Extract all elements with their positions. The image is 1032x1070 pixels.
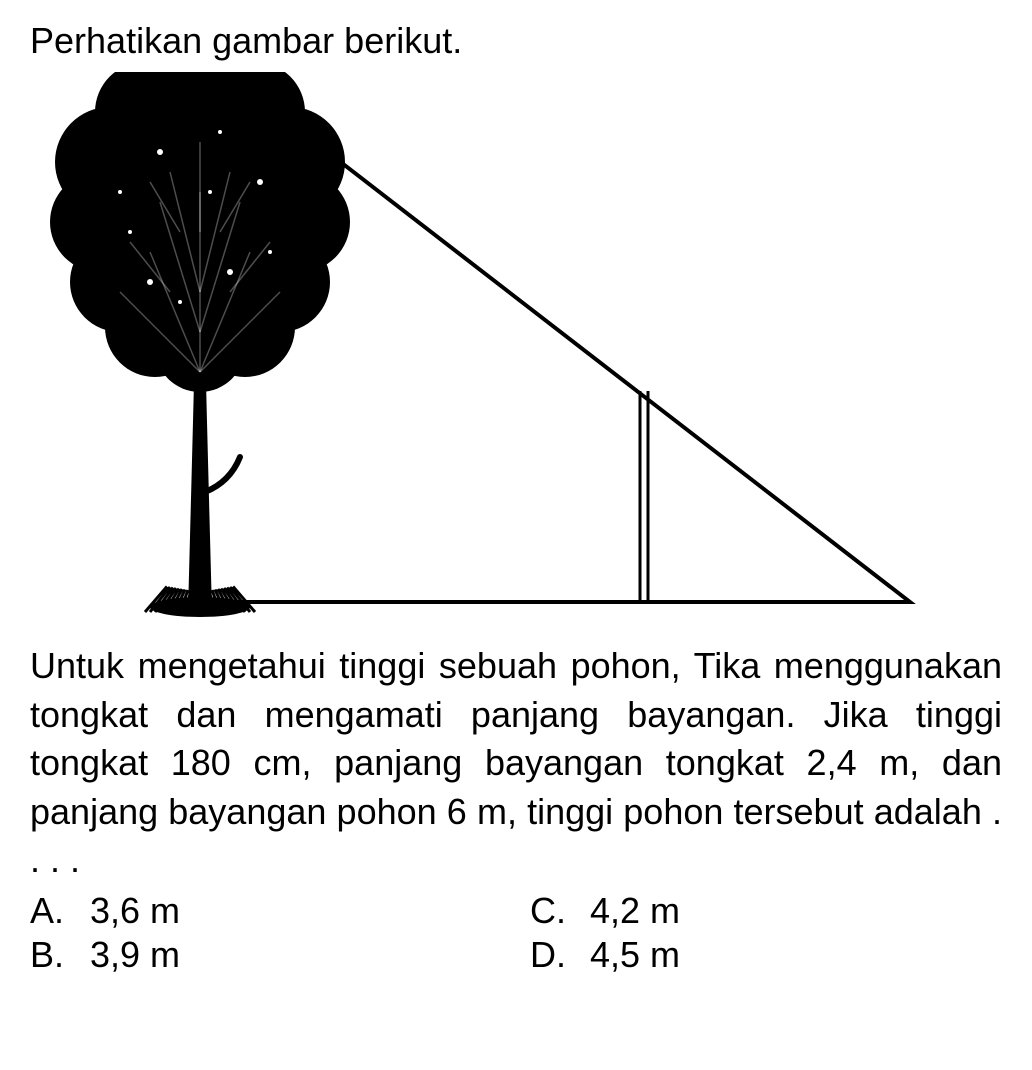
option-text-b: 3,9 m [90,934,530,976]
option-text-a: 3,6 m [90,890,530,932]
option-c: C. 4,2 m [530,890,680,932]
geometry-figure [30,72,930,632]
options-container: A. 3,6 m B. 3,9 m C. 4,2 m D. 4,5 m [30,890,1002,978]
option-letter-a: A. [30,890,90,932]
option-letter-c: C. [530,890,590,932]
option-b: B. 3,9 m [30,934,530,976]
option-text-c: 4,2 m [590,890,680,932]
instruction-text: Perhatikan gambar berikut. [30,20,1002,62]
option-letter-b: B. [30,934,90,976]
option-a: A. 3,6 m [30,890,530,932]
question-text: Untuk mengetahui tinggi sebuah pohon, Ti… [30,642,1002,885]
options-column-right: C. 4,2 m D. 4,5 m [530,890,680,978]
option-letter-d: D. [530,934,590,976]
tree-icon [50,72,350,617]
figure-container [30,72,930,632]
option-d: D. 4,5 m [530,934,680,976]
option-text-d: 4,5 m [590,934,680,976]
options-column-left: A. 3,6 m B. 3,9 m [30,890,530,978]
